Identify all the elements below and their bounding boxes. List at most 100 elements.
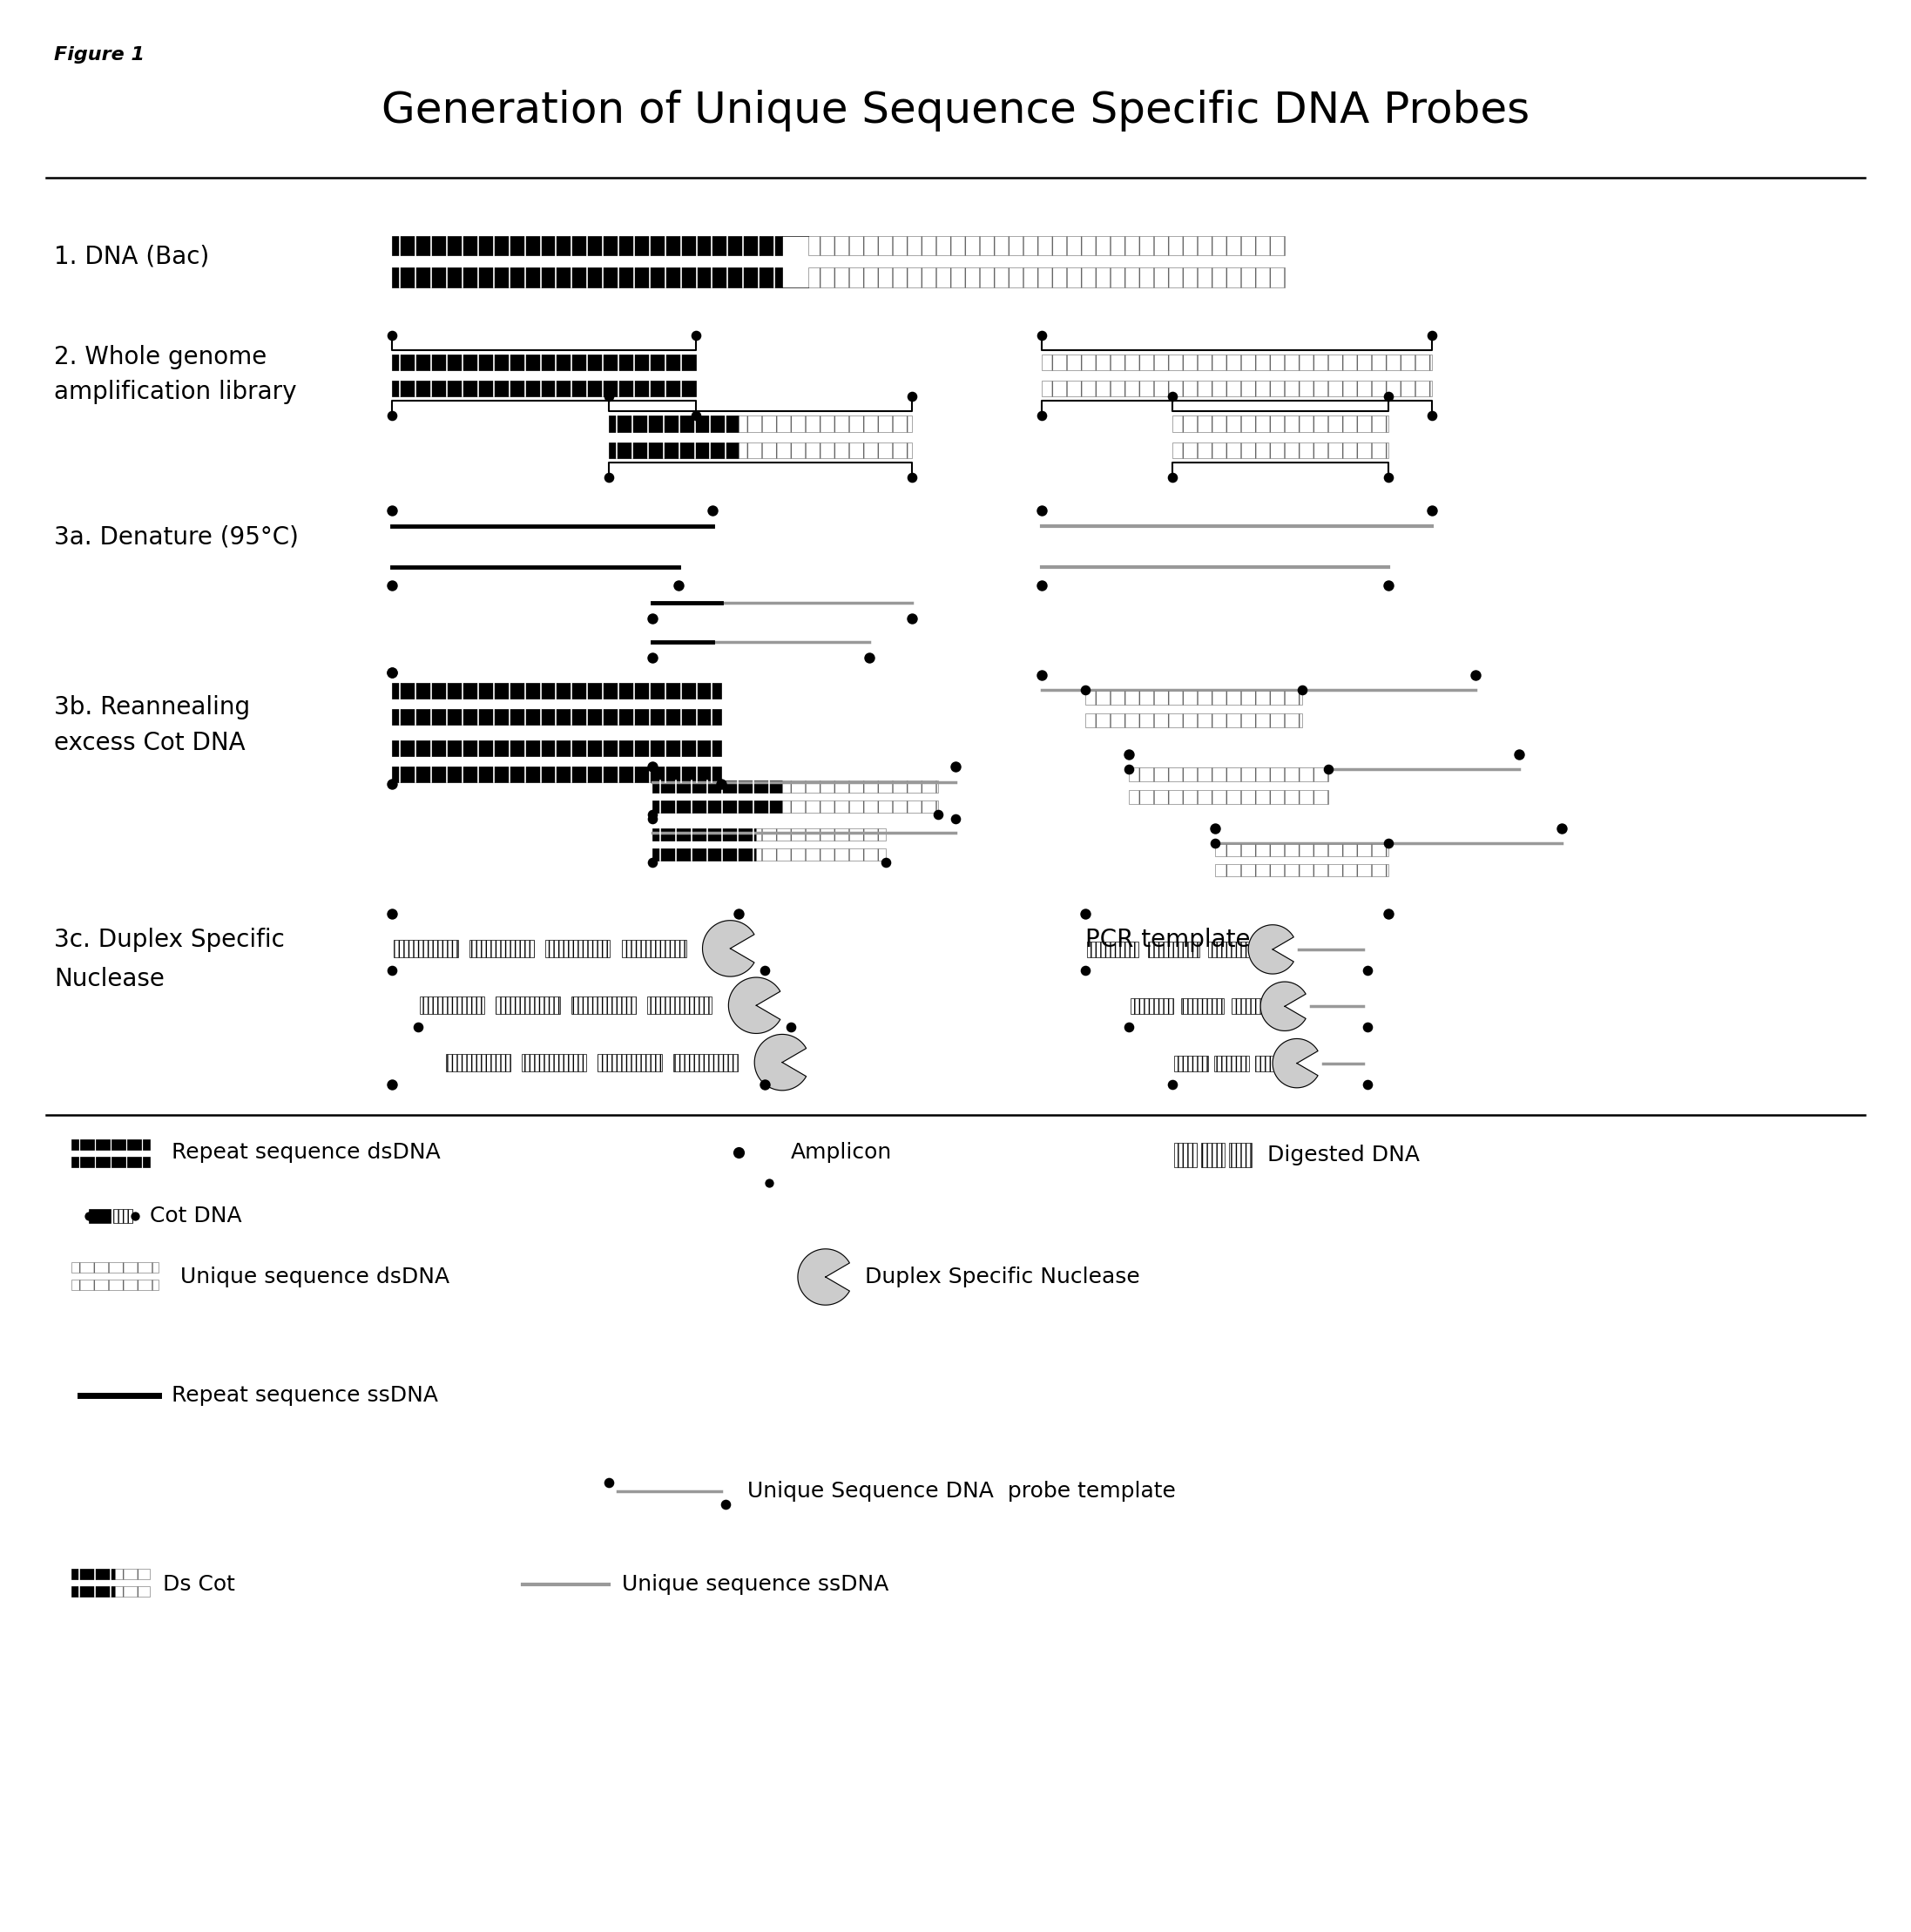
Bar — [740, 415, 912, 431]
Point — [724, 898, 755, 929]
Bar — [115, 1569, 149, 1578]
Point — [749, 1068, 780, 1099]
Bar — [392, 355, 696, 371]
Text: Cot DNA: Cot DNA — [149, 1206, 241, 1227]
Point — [376, 769, 407, 800]
Text: Nuclease: Nuclease — [54, 966, 164, 991]
Point — [636, 800, 667, 831]
Text: 3c. Duplex Specific: 3c. Duplex Specific — [54, 927, 285, 952]
Point — [376, 657, 407, 688]
Bar — [392, 740, 722, 755]
Point — [1546, 813, 1577, 844]
Bar — [420, 997, 485, 1014]
Bar — [392, 269, 782, 288]
Text: Ds Cot: Ds Cot — [162, 1575, 235, 1596]
Point — [1504, 738, 1535, 769]
Bar — [757, 829, 887, 840]
Point — [376, 1068, 407, 1099]
Point — [680, 400, 711, 431]
Bar — [782, 781, 938, 792]
Point — [1200, 829, 1231, 860]
Point — [1114, 753, 1145, 784]
Point — [1156, 1068, 1187, 1099]
Point — [636, 804, 667, 835]
Bar — [673, 1053, 738, 1070]
Bar — [1215, 864, 1389, 877]
Bar — [522, 1053, 587, 1070]
Text: Unique sequence ssDNA: Unique sequence ssDNA — [621, 1575, 889, 1596]
Text: Digested DNA: Digested DNA — [1267, 1146, 1420, 1165]
Bar — [445, 1053, 510, 1070]
Bar — [392, 767, 722, 782]
Bar — [1229, 1144, 1252, 1167]
Point — [1460, 659, 1491, 690]
Point — [1114, 738, 1145, 769]
Point — [75, 1200, 105, 1231]
Text: PCR template: PCR template — [1085, 927, 1250, 952]
Point — [636, 846, 667, 877]
Point — [1026, 570, 1057, 601]
Bar — [1181, 999, 1225, 1014]
Bar — [392, 709, 722, 724]
Bar — [740, 442, 912, 458]
Polygon shape — [1261, 981, 1305, 1032]
Text: Unique sequence dsDNA: Unique sequence dsDNA — [180, 1267, 449, 1287]
Point — [1374, 462, 1405, 493]
Point — [896, 603, 927, 634]
Bar — [1173, 1055, 1208, 1070]
Bar — [392, 684, 722, 699]
Text: Duplex Specific Nuclease: Duplex Specific Nuclease — [864, 1267, 1139, 1287]
Text: Repeat sequence ssDNA: Repeat sequence ssDNA — [172, 1385, 438, 1406]
Bar — [115, 1586, 149, 1596]
Text: Unique Sequence DNA  probe template: Unique Sequence DNA probe template — [747, 1482, 1175, 1501]
Text: excess Cot DNA: excess Cot DNA — [54, 730, 247, 755]
Polygon shape — [703, 920, 755, 976]
Polygon shape — [728, 978, 780, 1034]
Bar — [1173, 1144, 1196, 1167]
Bar — [610, 415, 740, 431]
Text: Figure 1: Figure 1 — [54, 46, 145, 64]
Point — [896, 381, 927, 412]
Point — [1156, 381, 1187, 412]
Bar — [808, 236, 1284, 255]
Point — [1374, 829, 1405, 860]
Point — [871, 846, 902, 877]
Bar — [1085, 692, 1301, 705]
Text: 3a. Denature (95°C): 3a. Denature (95°C) — [54, 526, 298, 549]
Point — [636, 641, 667, 672]
Point — [1416, 400, 1447, 431]
Bar — [1202, 1144, 1225, 1167]
Bar — [652, 848, 757, 862]
Bar — [73, 1586, 115, 1596]
Bar — [1208, 941, 1259, 956]
Bar — [470, 939, 535, 956]
Bar — [90, 1209, 111, 1223]
Bar — [648, 997, 713, 1014]
Point — [698, 495, 728, 526]
Point — [1416, 321, 1447, 352]
Point — [1070, 898, 1101, 929]
Bar — [1041, 355, 1431, 371]
Point — [680, 321, 711, 352]
Bar — [394, 939, 459, 956]
Point — [376, 495, 407, 526]
Point — [663, 570, 694, 601]
Polygon shape — [755, 1034, 806, 1090]
Point — [1286, 674, 1317, 705]
Point — [1313, 753, 1343, 784]
Point — [1416, 495, 1447, 526]
Bar — [1129, 790, 1328, 804]
Bar — [621, 939, 686, 956]
Bar — [652, 781, 782, 792]
Bar — [495, 997, 560, 1014]
Point — [1070, 674, 1101, 705]
Point — [896, 462, 927, 493]
Bar — [73, 1157, 149, 1167]
Point — [1070, 954, 1101, 985]
Text: Amplicon: Amplicon — [791, 1142, 892, 1163]
Point — [1114, 1012, 1145, 1043]
Point — [403, 1012, 434, 1043]
Point — [376, 657, 407, 688]
Bar — [1041, 381, 1431, 396]
Bar — [1087, 941, 1139, 956]
